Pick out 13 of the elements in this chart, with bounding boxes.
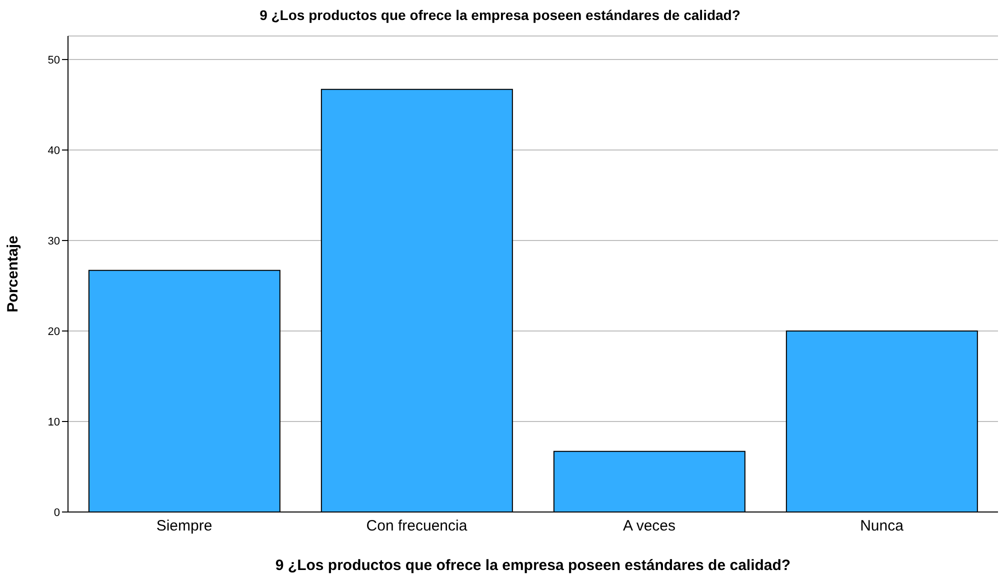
x-tick-label: A veces xyxy=(622,518,676,535)
y-tick-label: 0 xyxy=(54,506,60,519)
chart-title: 9 ¿Los productos que ofrece la empresa poseen estándares de calidad? xyxy=(258,6,742,25)
y-tick-label: 20 xyxy=(48,326,60,338)
x-tick-label: Nunca xyxy=(860,518,904,535)
x-tick-label: Con frecuencia xyxy=(366,518,468,535)
y-axis-title: Porcentaje xyxy=(4,236,22,312)
x-tick-label: Siempre xyxy=(156,518,212,535)
y-tick-label: 40 xyxy=(48,144,60,157)
y-tick-label: 30 xyxy=(48,235,60,248)
y-tick-label: 10 xyxy=(48,416,60,428)
y-tick-label: 50 xyxy=(48,54,60,66)
x-axis-title: 9 ¿Los productos que ofrece la empresa poseen estándares de calidad? xyxy=(275,557,791,574)
